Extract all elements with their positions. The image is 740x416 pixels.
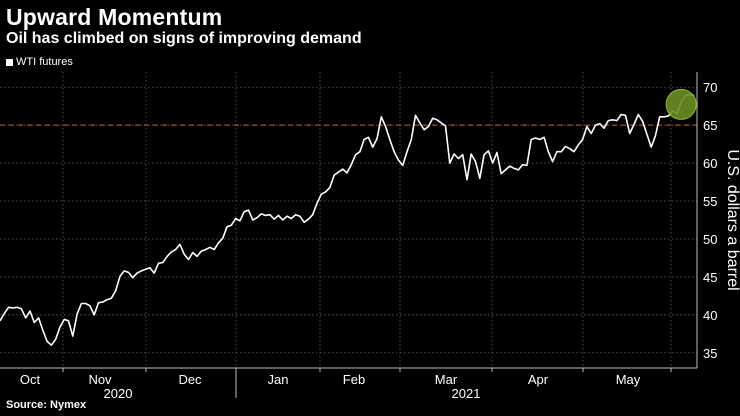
source-note: Source: Nymex <box>6 399 87 411</box>
x-tick-label: Feb <box>343 372 365 387</box>
y-tick-label: 65 <box>703 118 717 133</box>
legend: WTI futures <box>6 56 73 68</box>
x-tick-label: Nov <box>88 372 112 387</box>
x-tick-label: May <box>616 372 641 387</box>
chart-subtitle: Oil has climbed on signs of improving de… <box>6 30 362 47</box>
x-tick-label: Jan <box>268 372 289 387</box>
series-line-wti-futures <box>0 94 695 346</box>
y-tick-label: 45 <box>703 270 717 285</box>
y-tick-label: 35 <box>703 346 717 361</box>
y-tick-label: 50 <box>703 232 717 247</box>
x-tick-label: Dec <box>178 372 202 387</box>
highlight-marker <box>665 88 697 120</box>
y-tick-label: 70 <box>703 80 717 95</box>
y-tick-label: 55 <box>703 194 717 209</box>
chart-title: Upward Momentum <box>6 4 223 30</box>
y-tick-labels: 35 40 45 50 55 60 65 70 <box>703 80 717 361</box>
gridlines <box>0 72 697 368</box>
y-tick-label: 40 <box>703 308 717 323</box>
x-tick-label: Oct <box>20 372 41 387</box>
year-label: 2020 <box>104 386 133 401</box>
x-tick-label: Mar <box>435 372 458 387</box>
y-tick-label: 60 <box>703 156 717 171</box>
year-label: 2021 <box>452 386 481 401</box>
legend-label: WTI futures <box>16 56 73 68</box>
x-tick-label: Apr <box>528 372 549 387</box>
axes <box>0 72 698 398</box>
x-tick-labels: Oct Nov Dec Jan Feb Mar Apr May 2020 2021 <box>20 372 641 401</box>
highlight-marker-group <box>665 88 697 120</box>
y-axis-label: U.S. dollars a barrel <box>724 149 740 290</box>
legend-swatch <box>6 58 13 66</box>
series-group <box>0 94 695 346</box>
